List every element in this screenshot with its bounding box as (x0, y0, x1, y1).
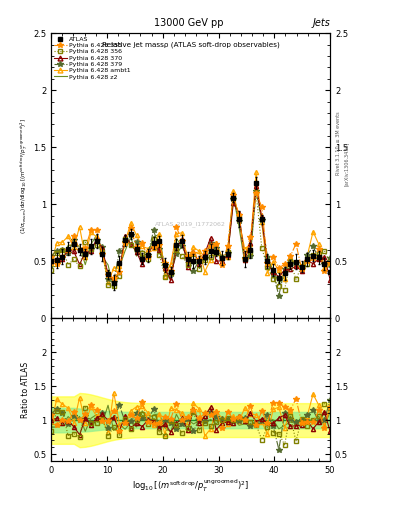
Legend: ATLAS, Pythia 6.428 355, Pythia 6.428 356, Pythia 6.428 370, Pythia 6.428 379, P: ATLAS, Pythia 6.428 355, Pythia 6.428 35… (53, 35, 132, 81)
Text: 13000 GeV pp: 13000 GeV pp (154, 18, 223, 28)
Text: Relative jet massρ (ATLAS soft-drop observables): Relative jet massρ (ATLAS soft-drop obse… (102, 42, 279, 48)
Text: Rivet 3.1.10, ≥ 3M events: Rivet 3.1.10, ≥ 3M events (336, 112, 341, 175)
Text: [arXiv:1306.3436]: [arXiv:1306.3436] (344, 142, 349, 186)
Text: ATLAS_2019_I1772062: ATLAS_2019_I1772062 (155, 221, 226, 227)
Y-axis label: $(1/\sigma_\mathrm{resum})\,\mathrm{d}\sigma/\mathrm{d}\log_{10}[(m^{\mathrm{sof: $(1/\sigma_\mathrm{resum})\,\mathrm{d}\s… (19, 118, 30, 234)
Text: Jets: Jets (312, 18, 330, 28)
Y-axis label: Ratio to ATLAS: Ratio to ATLAS (21, 361, 30, 418)
X-axis label: $\log_{10}[(m^{\mathrm{soft\,drop}}/p_T^{\mathrm{ungroomed}})^2]$: $\log_{10}[(m^{\mathrm{soft\,drop}}/p_T^… (132, 477, 249, 494)
